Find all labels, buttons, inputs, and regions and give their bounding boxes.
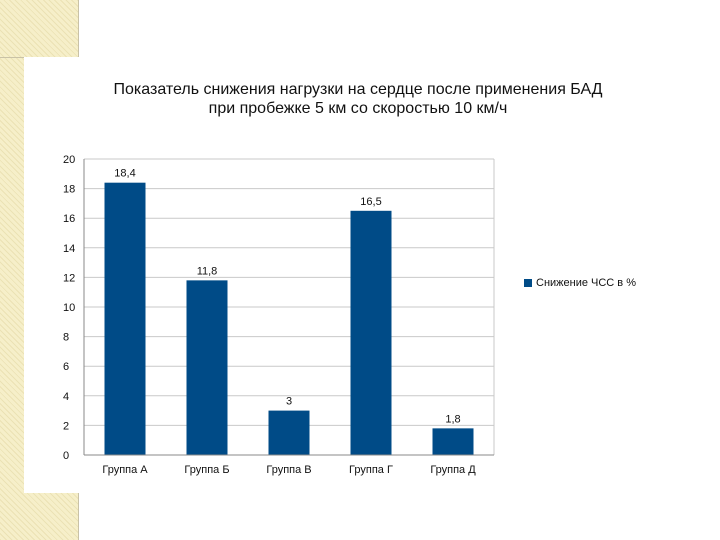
y-tick-label: 16 [63,213,75,225]
chart-title-line: при пробежке 5 км со скоростью 10 км/ч [208,100,508,117]
data-label: 1,8 [445,413,460,425]
data-label: 11,8 [197,265,218,277]
data-label: 16,5 [360,196,381,208]
y-tick-label: 20 [63,154,75,166]
y-tick-label: 0 [63,450,69,462]
bar [104,182,146,455]
x-tick-label: Группа Д [430,464,476,476]
legend: Снижение ЧСС в % [524,277,636,289]
chart-title-line: Показатель снижения нагрузки на сердце п… [113,81,603,98]
chart-title: Показатель снижения нагрузки на сердце п… [24,80,692,118]
y-tick-label: 4 [63,391,69,403]
y-tick-label: 12 [63,272,75,284]
x-tick-label: Группа В [266,464,311,476]
y-tick-label: 2 [63,420,69,432]
bar [432,428,474,455]
data-label: 18,4 [114,168,135,180]
bar [186,280,228,455]
y-tick-label: 18 [63,184,75,196]
y-tick-label: 10 [63,302,75,314]
bar [268,410,310,455]
y-tick-label: 8 [63,332,69,344]
x-tick-label: Группа Б [184,464,229,476]
x-tick-label: Группа Г [349,464,393,476]
data-label: 3 [286,396,292,408]
legend-swatch [524,279,532,287]
y-tick-label: 6 [63,361,69,373]
legend-label: Снижение ЧСС в % [536,277,636,289]
x-tick-label: Группа А [102,464,148,476]
y-tick-label: 14 [63,243,75,255]
bar [350,210,392,455]
